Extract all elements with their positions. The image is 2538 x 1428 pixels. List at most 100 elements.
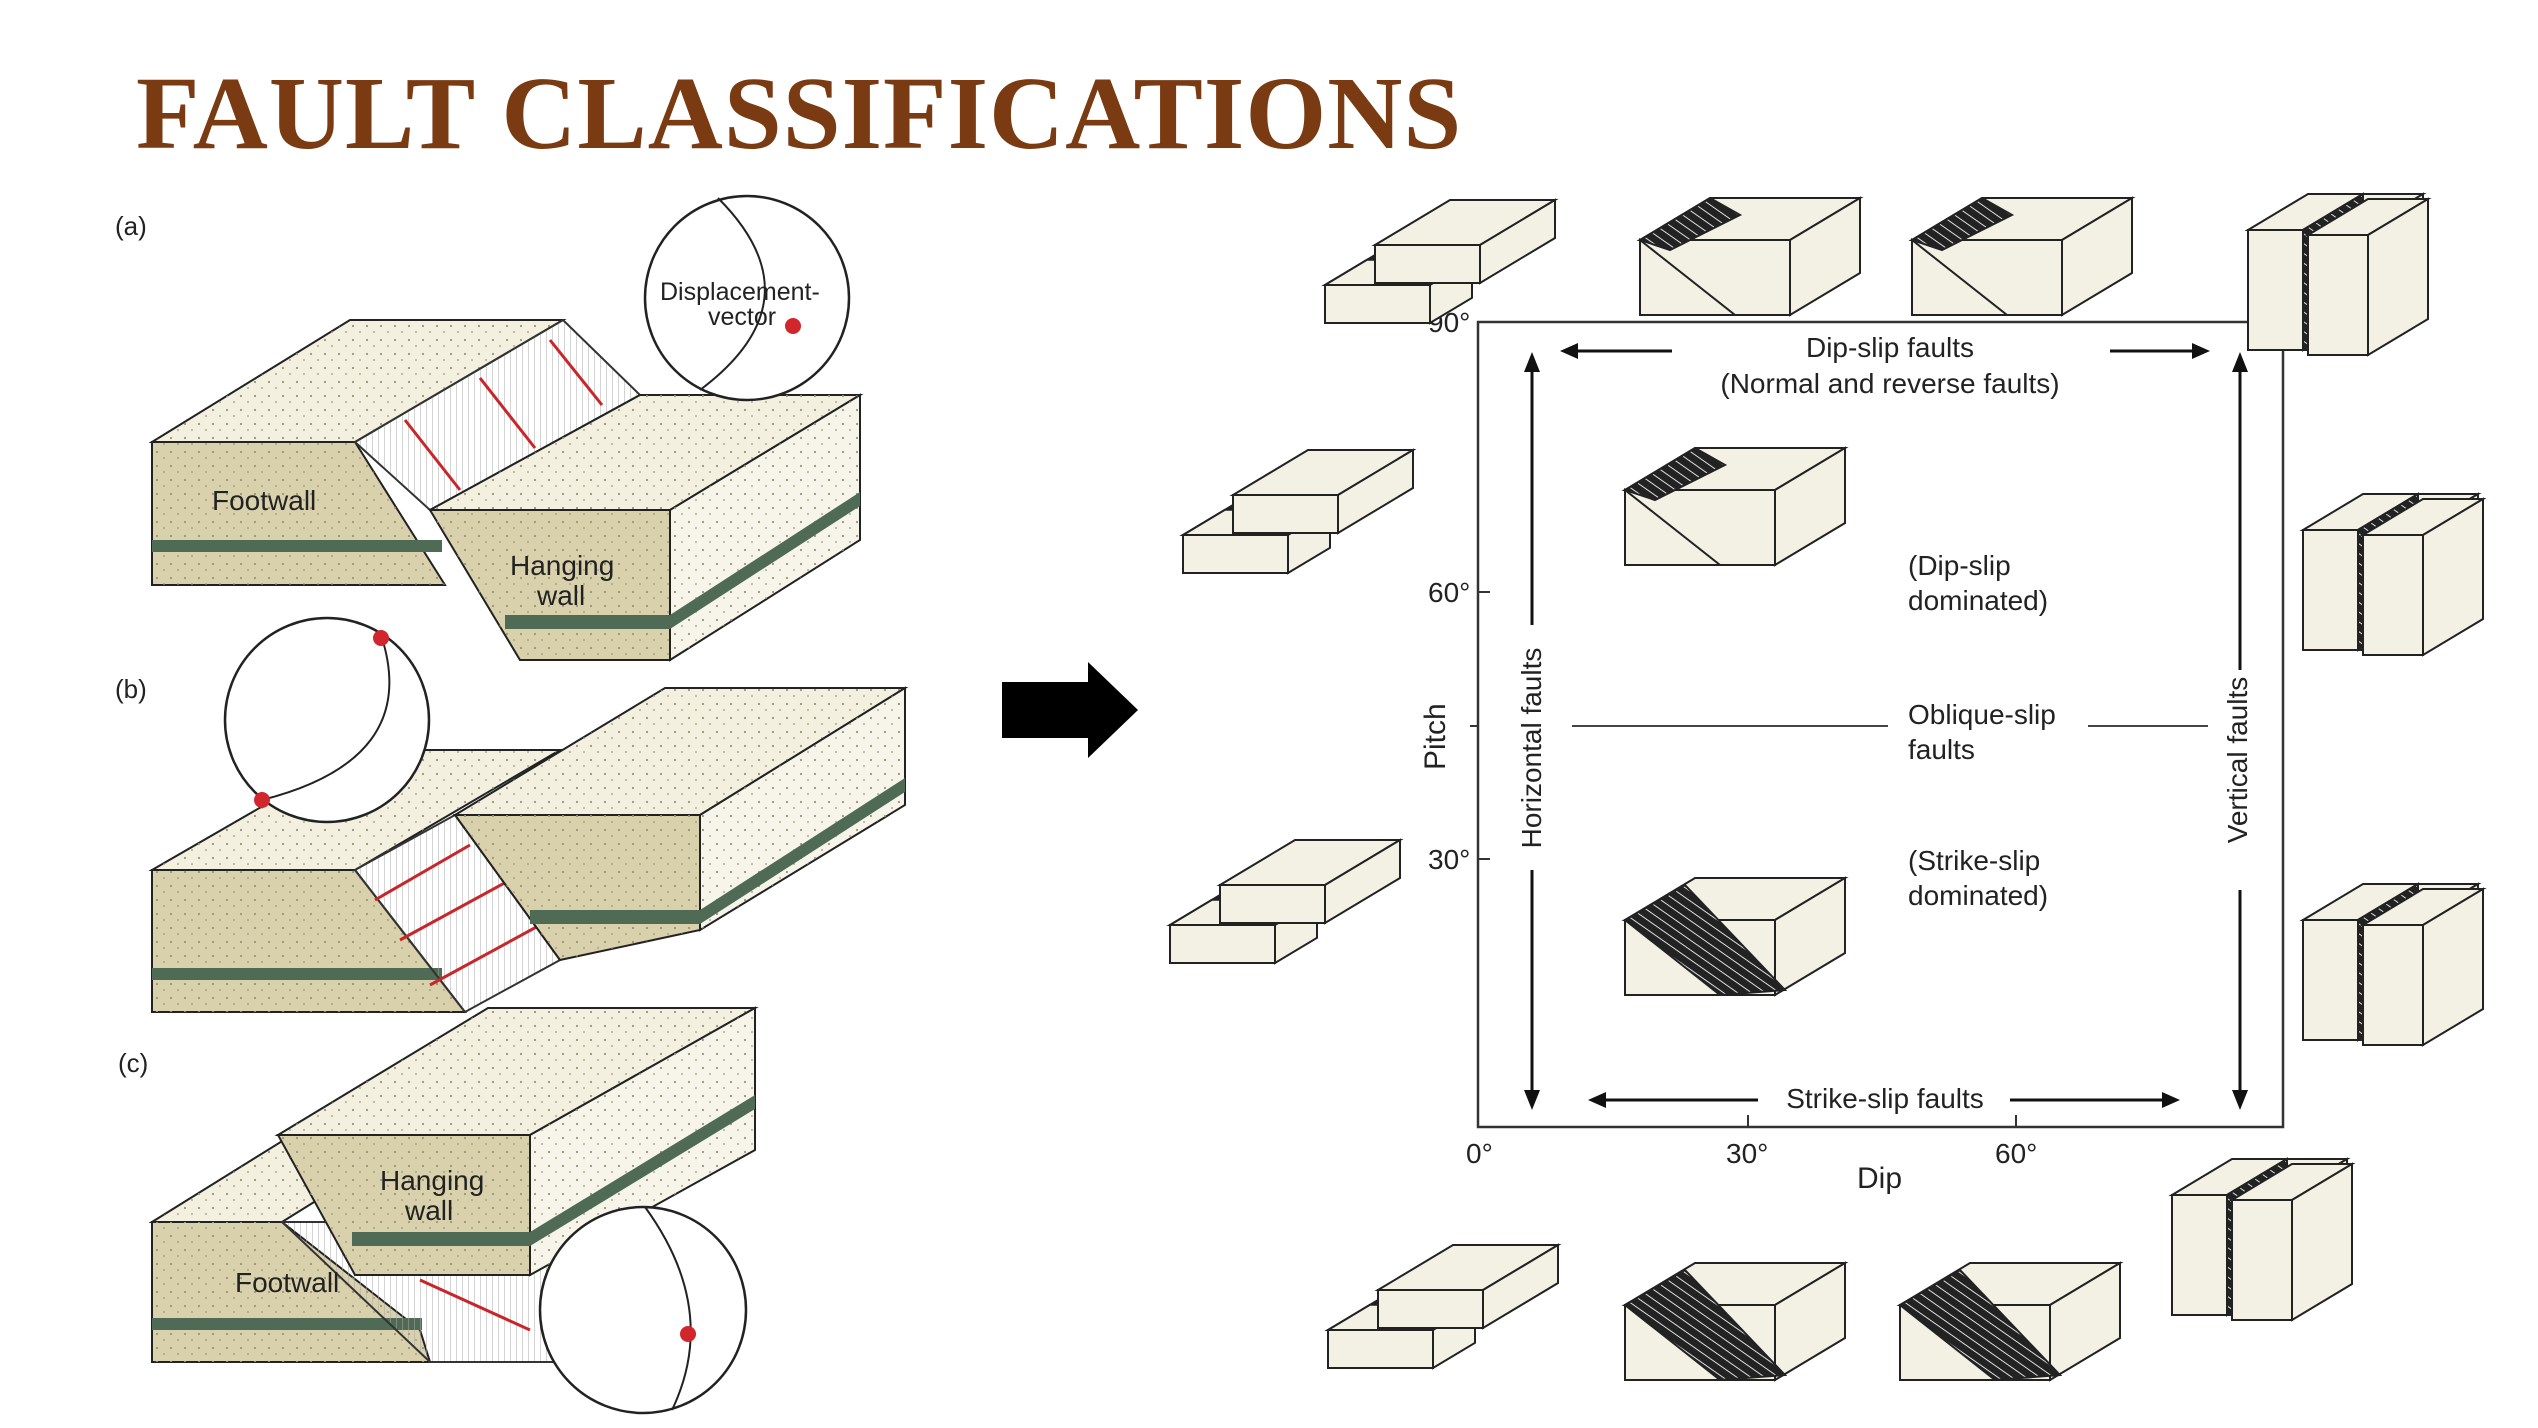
slip-surface: [1622, 446, 1728, 502]
box-side: [1324, 838, 1401, 925]
stripe: [152, 540, 442, 552]
arrow-up-icon: [2232, 352, 2248, 372]
arrow-up-icon: [1524, 352, 1540, 372]
fault-block-icon: [1621, 1261, 1849, 1382]
texture: [430, 395, 860, 510]
vertical-faults-label: Vertical faults: [2222, 677, 2253, 844]
fault-block-icon: [2168, 1157, 2356, 1322]
arrow-down-icon: [2232, 1090, 2248, 1110]
dip-dominated-label: dominated): [1908, 585, 2048, 616]
box-front: [2302, 919, 2359, 1041]
box-front: [2231, 1199, 2293, 1321]
dip-slip-sublabel: (Normal and reverse faults): [1720, 368, 2059, 399]
footwall-label: Footwall: [235, 1267, 339, 1298]
box-side: [2049, 1261, 2121, 1382]
box-side: [1479, 198, 1556, 285]
box-front: [2362, 924, 2424, 1046]
box-front: [2171, 1194, 2228, 1316]
box-wedge: [1624, 487, 1723, 566]
fault-block-icon: [1166, 838, 1404, 965]
fault-block-icons: [1166, 192, 2487, 1382]
panel-a: (a) Footwall Hanging wall Displacement- …: [115, 194, 864, 662]
box-front: [1182, 534, 1289, 574]
dip-axis-label: Dip: [1857, 1162, 1902, 1195]
arrow-down-icon: [1524, 1090, 1540, 1110]
texture: [152, 320, 563, 442]
classification-chart: 90° 60° 30° 0° 30° 60° Dip Pitch Dip-sli…: [1419, 307, 2285, 1195]
fault-block-icon: [1908, 196, 2136, 317]
hanging-wall-label: wall: [404, 1195, 453, 1226]
box-side: [1482, 1243, 1559, 1330]
strike-dominated-label: dominated): [1908, 880, 2048, 911]
stereonet: [643, 194, 851, 402]
box-wedge: [1639, 237, 1738, 316]
hanging-wall-label: Hanging: [380, 1165, 484, 1196]
chart-frame: [1476, 320, 2285, 1129]
displacement-dot: [785, 318, 801, 334]
arrow-left-icon: [1588, 1092, 1606, 1108]
panel-c: (c) Hanging wall Footwall: [118, 1006, 759, 1415]
slip-surface: [1637, 196, 1743, 252]
box-side: [2291, 1162, 2353, 1322]
box-side: [2061, 196, 2133, 317]
box-front: [1232, 494, 1339, 534]
oblique-label: Oblique-slip: [1908, 699, 2056, 730]
fault-block-icon: [1324, 1243, 1562, 1370]
horizontal-faults-label: Horizontal faults: [1516, 648, 1547, 849]
slip-arrow: [403, 419, 462, 491]
box-side: [2422, 887, 2484, 1047]
fault-block-icon: [2244, 192, 2432, 357]
oblique-label: faults: [1908, 734, 1975, 765]
box-front: [1169, 924, 1276, 964]
pitch-tick-60: 60°: [1428, 577, 1470, 608]
slip-surface: [1623, 883, 1788, 997]
stripe: [530, 910, 700, 924]
slip-arrow: [429, 923, 541, 987]
slip-surface: [1909, 196, 2015, 252]
slip-dot: [680, 1326, 696, 1342]
fault-block-icon: [1621, 446, 1849, 567]
box-front: [1324, 284, 1431, 324]
panel-c-label: (c): [118, 1048, 148, 1078]
slip-dot: [373, 630, 389, 646]
slip-surface: [1623, 1268, 1788, 1382]
great-circle: [699, 197, 766, 391]
stripe: [530, 1095, 755, 1246]
box-side: [2367, 197, 2429, 357]
dip-dominated-label: (Dip-slip: [1908, 550, 2011, 581]
fault-block-icon: [2299, 492, 2487, 657]
panel-b: (b): [115, 616, 909, 1014]
box-side: [1774, 876, 1846, 997]
dip-tick-0: 0°: [1466, 1138, 1493, 1169]
page-title: FAULT CLASSIFICATIONS: [136, 56, 1463, 171]
stripe: [670, 492, 860, 629]
texture: [455, 688, 905, 815]
arrow-right-icon: [2192, 343, 2210, 359]
box-front: [2362, 534, 2424, 656]
right-arrow-icon: [1002, 662, 1138, 758]
box-front: [1374, 244, 1481, 284]
footwall-label: Footwall: [212, 485, 316, 516]
panel-a-label: (a): [115, 211, 147, 241]
strike-dominated-label: (Strike-slip: [1908, 845, 2040, 876]
dip-slip-label: Dip-slip faults: [1806, 332, 1974, 363]
stripe: [152, 1318, 422, 1330]
fault-block-icon: [1896, 1261, 2124, 1382]
box-front: [2302, 529, 2359, 651]
slip-arrow: [399, 878, 511, 942]
texture: [278, 1008, 755, 1135]
arrow-right-icon: [2162, 1092, 2180, 1108]
great-circle: [261, 637, 391, 801]
stripe: [505, 615, 670, 629]
box-front: [1327, 1329, 1434, 1369]
box-side: [1789, 196, 1861, 317]
fault-block-icon: [1321, 198, 1559, 325]
slip-surface: [1898, 1268, 2063, 1382]
stereonet: [223, 616, 431, 824]
stereonet: [538, 1205, 748, 1415]
slip-arrow: [419, 1278, 531, 1332]
box-front: [1377, 1289, 1484, 1329]
displacement-label: Displacement-: [660, 278, 820, 306]
box-front: [2247, 229, 2304, 351]
dip-tick-60: 60°: [1995, 1138, 2037, 1169]
